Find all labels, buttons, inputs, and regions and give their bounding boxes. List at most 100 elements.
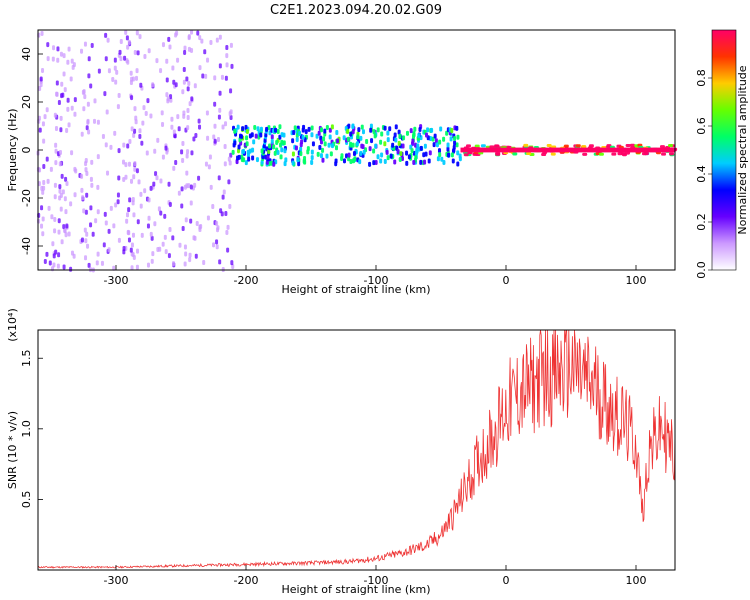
heatmap-cell	[104, 56, 108, 62]
heatmap-cell	[55, 91, 59, 97]
heatmap-cell	[147, 215, 151, 221]
heatmap-cell	[170, 124, 174, 130]
heatmap-cell	[237, 144, 241, 150]
heatmap-cell	[213, 138, 217, 144]
heatmap-cell	[176, 57, 180, 63]
heatmap-cell	[188, 257, 192, 263]
heatmap-cell	[70, 150, 74, 156]
heatmap-cell	[228, 111, 232, 117]
heatmap-x-ticks: -300 -200 -100 0 100	[104, 265, 647, 287]
heatmap-cell	[56, 46, 60, 52]
heatmap-cell	[146, 98, 150, 104]
heatmap-cell	[161, 154, 165, 160]
heatmap-cell	[320, 127, 324, 133]
heatmap-cell	[66, 59, 70, 65]
heatmap-cell	[272, 144, 276, 150]
heatmap-cell	[116, 192, 120, 198]
heatmap-cell	[182, 79, 186, 85]
heatmap-cell	[117, 92, 121, 98]
heatmap-cell	[133, 106, 137, 112]
heatmap-cell	[129, 247, 133, 253]
heatmap-cell	[415, 147, 419, 153]
heatmap-cell	[60, 93, 64, 99]
heatmap-cell	[405, 150, 409, 156]
heatmap-cell	[430, 127, 434, 133]
heatmap-cell	[106, 37, 110, 43]
heatmap-cell	[304, 129, 308, 135]
heatmap-cell	[81, 195, 85, 201]
heatmap-cell	[321, 157, 325, 163]
heatmap-cell	[355, 141, 359, 147]
heatmap-x-tick-label: -100	[364, 274, 389, 287]
heatmap-cell	[141, 120, 145, 126]
heatmap-cell	[423, 159, 427, 165]
heatmap-cell	[438, 152, 442, 158]
heatmap-cell	[149, 185, 153, 191]
snr-y-tick-label: 0.5	[20, 491, 33, 509]
heatmap-cell	[83, 94, 87, 100]
snr-plot-background	[38, 330, 675, 570]
heatmap-cell	[190, 29, 194, 35]
heatmap-cell	[163, 213, 167, 219]
snr-y-axis-label: SNR (10 * v/v)	[6, 411, 19, 489]
heatmap-cell	[489, 145, 495, 149]
heatmap-cell	[229, 42, 233, 48]
heatmap-cell	[83, 41, 87, 47]
heatmap-cell	[164, 145, 168, 151]
heatmap-cell	[186, 115, 190, 121]
heatmap-cell	[66, 97, 70, 103]
heatmap-cell	[58, 161, 62, 167]
heatmap-cell	[156, 137, 160, 143]
heatmap-cell	[611, 152, 617, 156]
heatmap-cell	[362, 149, 366, 155]
heatmap-cell	[207, 164, 211, 170]
heatmap-cell	[212, 134, 216, 140]
heatmap-cell	[244, 124, 248, 130]
heatmap-cell	[107, 228, 111, 234]
heatmap-cell	[52, 262, 56, 268]
heatmap-cell	[306, 149, 310, 155]
heatmap-cell	[122, 142, 126, 148]
heatmap-cell	[215, 244, 219, 250]
heatmap-cell	[49, 166, 53, 172]
heatmap-cell	[82, 208, 86, 214]
heatmap-cell	[114, 79, 118, 85]
heatmap-cell	[153, 148, 157, 154]
heatmap-cell	[226, 224, 230, 230]
heatmap-cell	[156, 246, 160, 252]
heatmap-cell	[154, 171, 158, 177]
heatmap-cell	[183, 184, 187, 190]
heatmap-cell	[385, 149, 389, 155]
heatmap-cell	[276, 149, 280, 155]
heatmap-cell	[168, 201, 172, 207]
heatmap-cell	[206, 57, 210, 63]
heatmap-cell	[411, 138, 415, 144]
heatmap-cell	[181, 140, 185, 146]
heatmap-cell	[494, 144, 500, 148]
heatmap-cell	[414, 154, 418, 160]
heatmap-cell	[405, 160, 409, 166]
heatmap-cell	[241, 126, 245, 132]
heatmap-cell	[282, 132, 286, 138]
snr-y-multiplier: (x10⁴)	[6, 308, 19, 342]
heatmap-cell	[397, 140, 401, 146]
heatmap-cell	[54, 148, 58, 154]
heatmap-cell	[224, 75, 228, 81]
heatmap-cell	[194, 253, 198, 259]
heatmap-cell	[228, 203, 232, 209]
heatmap-cell	[197, 118, 201, 124]
heatmap-cell	[81, 89, 85, 95]
heatmap-cell	[40, 31, 44, 37]
heatmap-cell	[189, 184, 193, 190]
heatmap-cell	[64, 209, 68, 215]
heatmap-cell	[150, 258, 154, 264]
heatmap-cell	[138, 133, 142, 139]
heatmap-cell	[422, 152, 426, 158]
heatmap-cell	[142, 105, 146, 111]
heatmap-cell	[177, 190, 181, 196]
heatmap-cell	[170, 116, 174, 122]
heatmap-cell	[175, 30, 179, 36]
heatmap-cell	[184, 251, 188, 257]
heatmap-cell	[212, 242, 216, 248]
snr-y-tick-label: 1.5	[20, 349, 33, 367]
